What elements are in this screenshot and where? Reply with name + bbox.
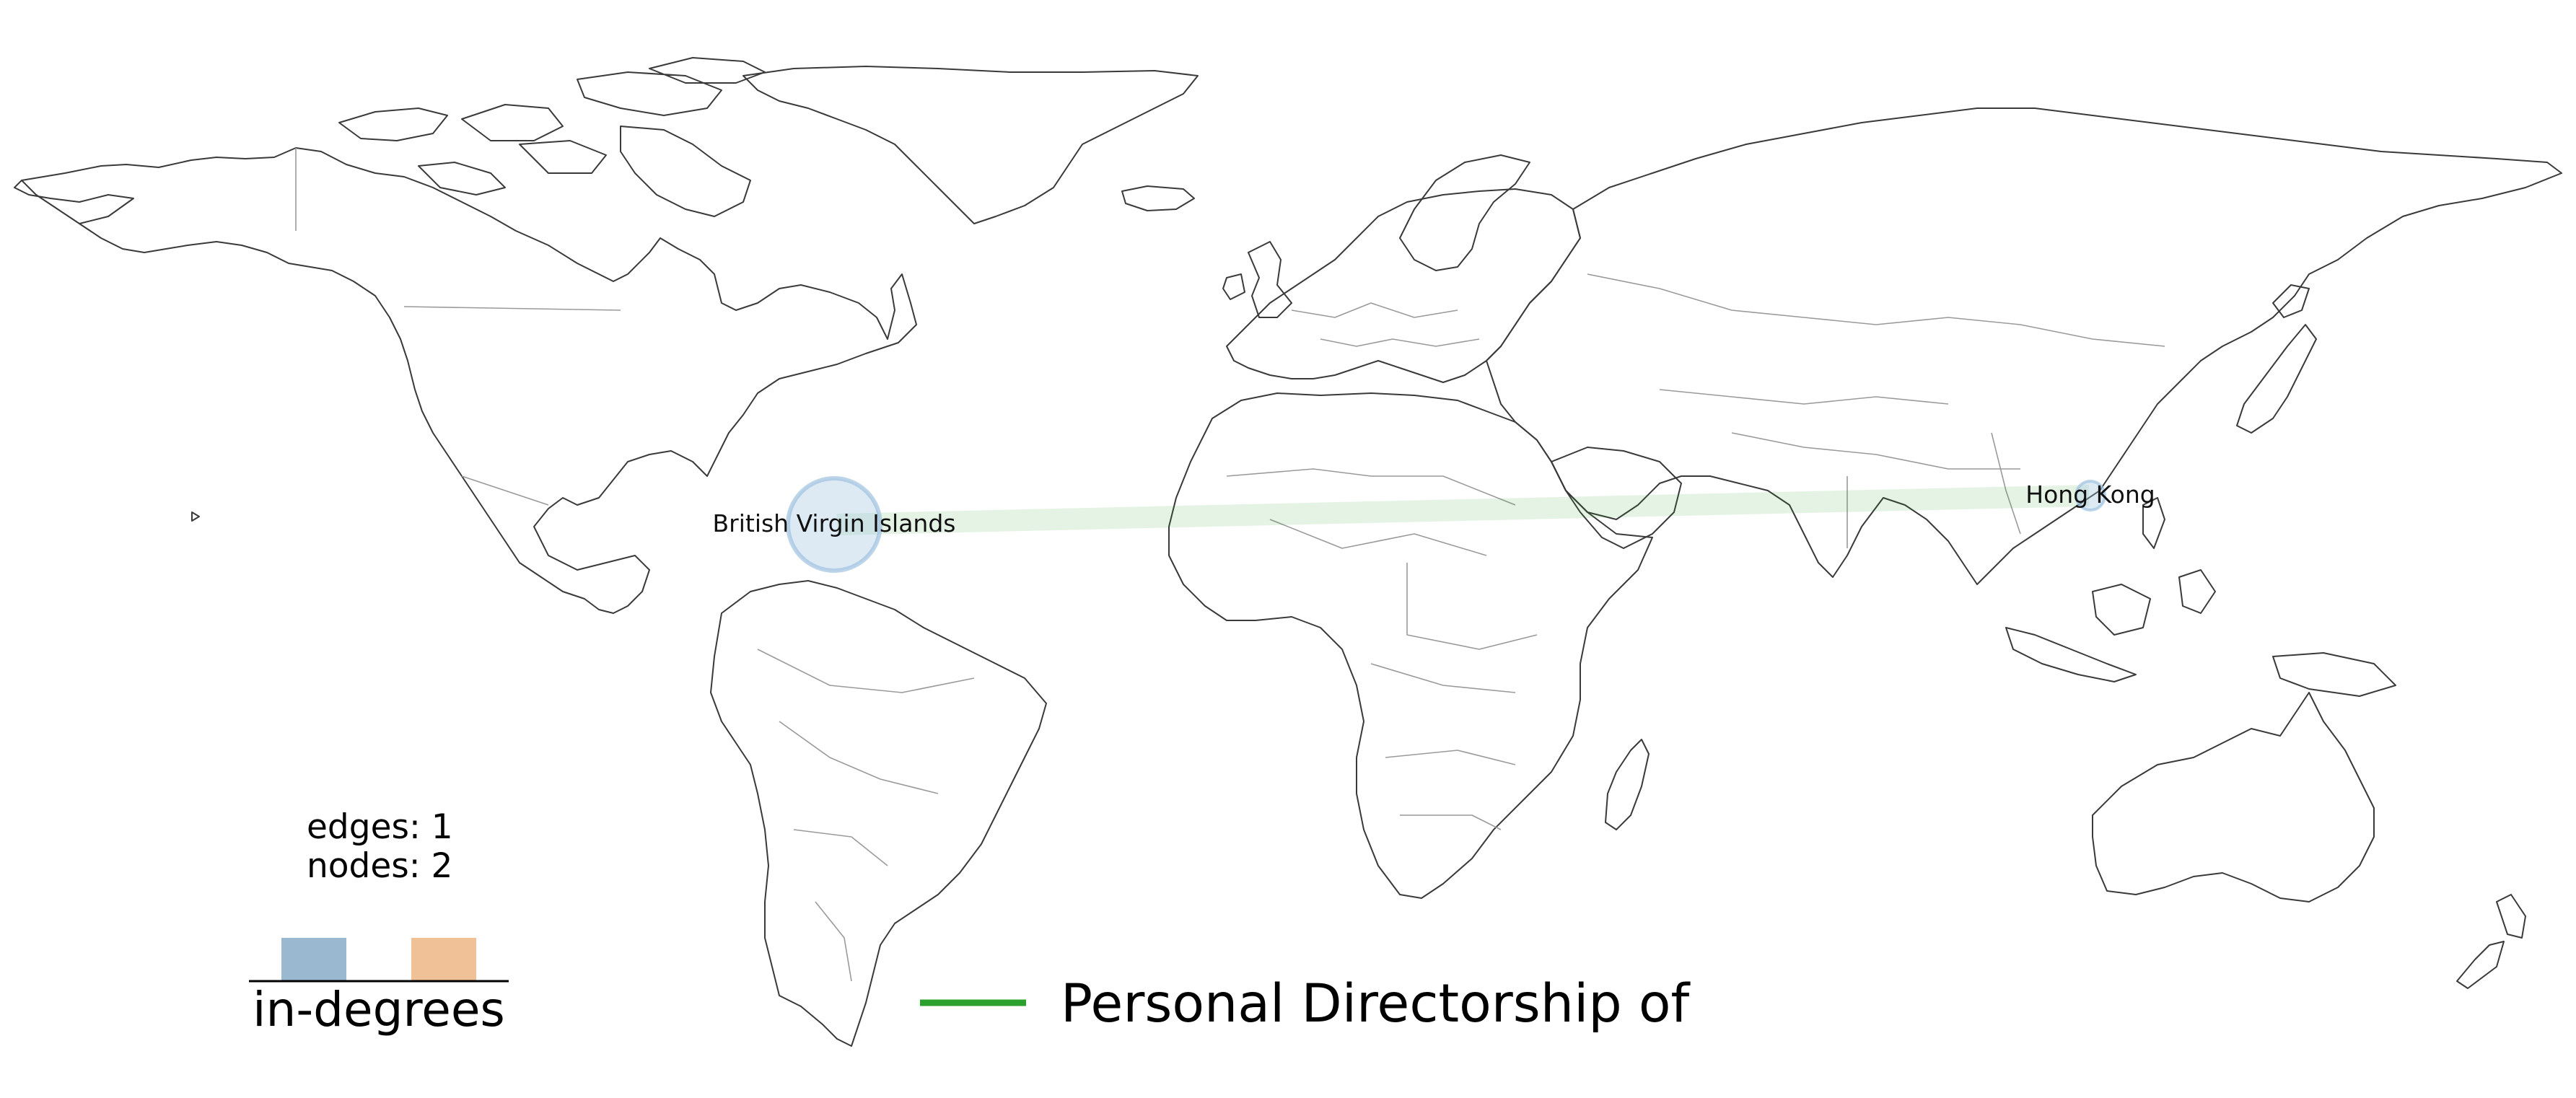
africa-outline xyxy=(1168,392,1653,899)
alaska-outline xyxy=(14,180,134,224)
scandinavia-outline xyxy=(1399,154,1530,271)
legend-swatch-blue xyxy=(281,938,346,981)
small-pacific-island xyxy=(191,511,200,522)
node-hong-kong[interactable] xyxy=(2075,480,2106,511)
europe-outline xyxy=(1226,188,1581,383)
australia-outline xyxy=(2092,692,2375,902)
new-zealand-outline xyxy=(2456,894,2526,989)
legend-swatch-orange xyxy=(411,938,476,981)
southeast-asia-islands-outline xyxy=(2005,497,2396,697)
node-count: nodes: 2 xyxy=(307,846,452,886)
madagascar-outline xyxy=(1605,739,1650,830)
north-america-outline xyxy=(21,147,917,614)
iceland-outline xyxy=(1121,185,1195,211)
south-america-outline xyxy=(710,580,1047,1047)
arctic-islands-outline xyxy=(338,57,766,217)
node-label-british-virgin-islands: British Virgin Islands xyxy=(713,509,956,537)
node-label-hong-kong: Hong Kong xyxy=(2025,480,2155,509)
edge-type-legend: Personal Directorship of xyxy=(920,973,1691,1035)
edge-count: edges: 1 xyxy=(307,807,453,847)
land-outlines xyxy=(14,57,2562,1047)
in-degree-legend: in-degrees xyxy=(249,938,509,1037)
country-borders xyxy=(295,148,2165,982)
japan-outline xyxy=(2236,284,2317,434)
node-british-virgin-islands[interactable] xyxy=(786,476,882,573)
british-isles-outline xyxy=(1222,241,1292,318)
greenland-outline xyxy=(742,66,1199,224)
legend-edge-label: Personal Directorship of xyxy=(1061,973,1691,1035)
edge-personal-directorship xyxy=(836,485,2090,535)
arabia-outline xyxy=(1551,447,1682,549)
legend-title: in-degrees xyxy=(253,982,505,1037)
